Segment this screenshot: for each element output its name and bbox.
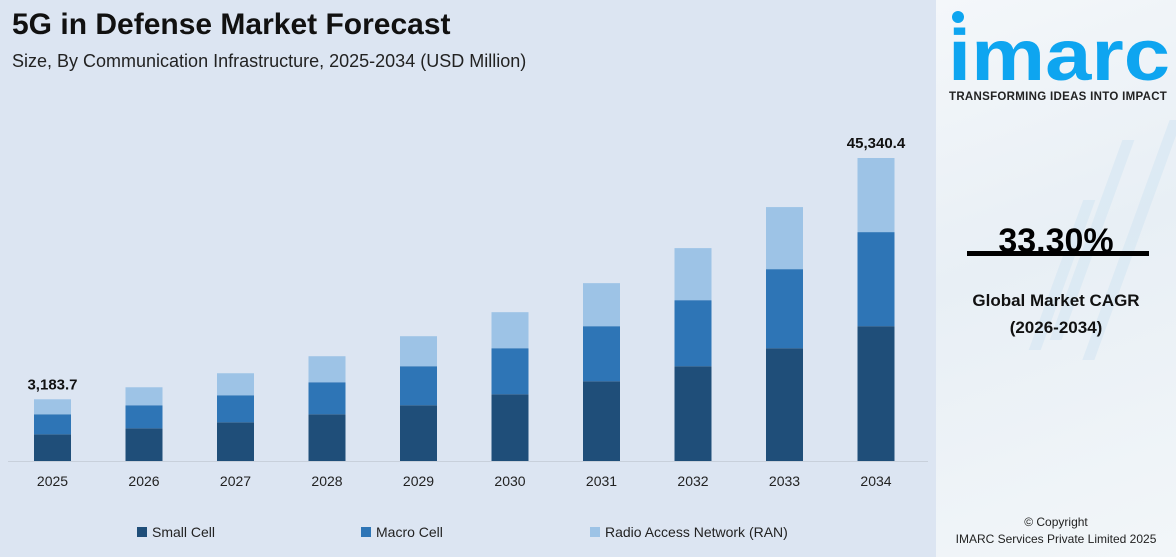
bar-segment-macro-cell-2030 xyxy=(491,348,529,395)
chart-title: 5G in Defense Market Forecast xyxy=(12,8,451,41)
bar-segment-radio-access-network-ran--2034 xyxy=(857,158,895,233)
bar-segment-macro-cell-2026 xyxy=(125,405,163,429)
legend-swatch xyxy=(361,527,371,537)
bar-segment-radio-access-network-ran--2032 xyxy=(674,248,712,301)
legend: Small Cell Macro Cell Radio Access Network… xyxy=(0,524,936,544)
legend-label: Small Cell xyxy=(152,524,216,540)
imarc-logo: imarc xyxy=(948,11,1170,90)
x-tick-label: 2034 xyxy=(860,473,891,489)
sidebar-panel: imarc TRANSFORMING IDEAS INTO IMPACT 33.… xyxy=(936,0,1176,557)
bar-segment-macro-cell-2029 xyxy=(400,366,437,406)
legend-label: Macro Cell xyxy=(376,524,443,540)
bar-segment-macro-cell-2032 xyxy=(674,300,712,367)
bar-segment-small-cell-2030 xyxy=(491,394,529,461)
x-tick-label: 2032 xyxy=(677,473,708,489)
bar-segment-radio-access-network-ran--2026 xyxy=(125,387,163,406)
legend-item: Small Cell xyxy=(137,524,215,540)
bar-segment-macro-cell-2034 xyxy=(857,232,895,327)
copyright-symbol-text: © Copyright xyxy=(1024,515,1088,529)
bar-segment-small-cell-2032 xyxy=(674,366,712,461)
data-label-total: 3,183.7 xyxy=(27,376,77,393)
x-tick-label: 2028 xyxy=(311,473,342,489)
legend-swatch xyxy=(590,527,600,537)
legend-label: Radio Access Network (RAN) xyxy=(605,524,788,540)
bar-segment-radio-access-network-ran--2028 xyxy=(308,356,346,383)
bar-segment-macro-cell-2028 xyxy=(308,382,346,415)
legend-swatch xyxy=(137,527,147,537)
x-tick-label: 2030 xyxy=(494,473,525,489)
bar-segment-small-cell-2026 xyxy=(125,428,163,461)
legend-item: Radio Access Network (RAN) xyxy=(590,524,788,540)
logo-text: imarc xyxy=(948,16,1170,90)
bar-segment-radio-access-network-ran--2031 xyxy=(583,283,620,327)
chart-panel: 5G in Defense Market Forecast Size, By C… xyxy=(0,8,936,544)
bar-segment-radio-access-network-ran--2029 xyxy=(400,336,437,367)
stacked-bar-chart: 2025 3,183.7 2026 2027 2028 2029 2030 2031 2032 2… xyxy=(8,135,928,489)
x-tick-label: 2026 xyxy=(128,473,159,489)
x-tick-label: 2029 xyxy=(403,473,434,489)
data-label-total: 45,340.4 xyxy=(847,135,906,152)
bar-segment-radio-access-network-ran--2033 xyxy=(766,207,803,270)
x-tick-label: 2031 xyxy=(586,473,617,489)
x-tick-label: 2027 xyxy=(220,473,251,489)
divider xyxy=(967,251,1149,256)
bar-segment-radio-access-network-ran--2025 xyxy=(34,399,71,415)
tagline: TRANSFORMING IDEAS INTO IMPACT xyxy=(949,91,1168,103)
bar-segment-small-cell-2025 xyxy=(34,434,71,461)
cagr-label: Global Market CAGR (2026-2034) xyxy=(936,287,1176,341)
company-name: IMARC Services Private Limited 2025 xyxy=(955,532,1157,546)
chart-subtitle: Size, By Communication Infrastructure, 2… xyxy=(12,51,527,71)
x-tick-label: 2033 xyxy=(769,473,800,489)
bar-segment-small-cell-2027 xyxy=(217,422,254,461)
x-tick-label: 2025 xyxy=(37,473,68,489)
copyright: © Copyright IMARC Services Private Limit… xyxy=(936,514,1176,548)
bar-segment-small-cell-2029 xyxy=(400,405,437,461)
bar-segment-radio-access-network-ran--2030 xyxy=(491,312,529,349)
bar-segment-macro-cell-2027 xyxy=(217,395,254,423)
bar-segment-small-cell-2028 xyxy=(308,414,346,461)
bar-segment-macro-cell-2031 xyxy=(583,326,620,382)
bar-segment-macro-cell-2025 xyxy=(34,414,71,435)
cagr-period: (2026-2034) xyxy=(1009,318,1103,337)
legend-item: Macro Cell xyxy=(361,524,443,540)
bar-segment-macro-cell-2033 xyxy=(766,269,803,349)
bar-segment-radio-access-network-ran--2027 xyxy=(217,373,254,396)
bar-segment-small-cell-2034 xyxy=(857,326,895,461)
bar-segment-small-cell-2033 xyxy=(766,348,803,461)
cagr-label-text: Global Market CAGR xyxy=(972,291,1140,310)
bar-segment-small-cell-2031 xyxy=(583,381,620,461)
